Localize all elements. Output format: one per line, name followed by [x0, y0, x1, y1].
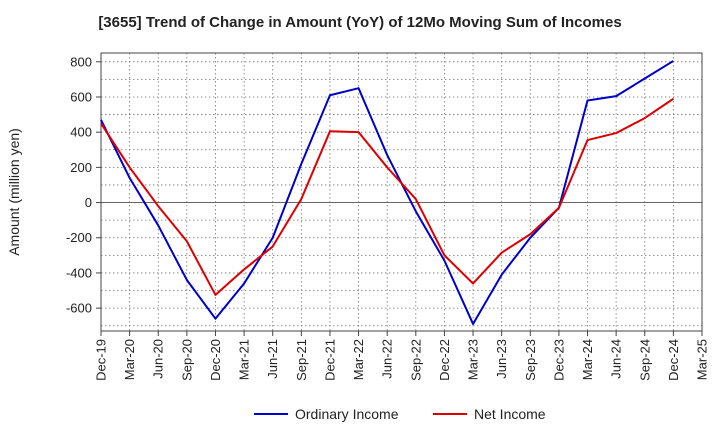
x-tick-label: Sep-21 — [294, 339, 309, 381]
x-tick-label: Jun-21 — [265, 339, 280, 379]
series-line-ordinary-income — [100, 60, 674, 325]
x-tick-label: Mar-23 — [466, 339, 481, 380]
legend-label: Ordinary Income — [295, 406, 399, 422]
x-tick-label: Sep-20 — [179, 339, 194, 381]
y-tick-label: 200 — [70, 160, 92, 175]
x-tick-label: Sep-22 — [408, 339, 423, 381]
x-tick-label: Mar-24 — [580, 339, 595, 380]
x-tick-label: Jun-20 — [151, 339, 166, 379]
x-tick-label: Dec-24 — [666, 339, 681, 381]
x-tick-label: Mar-20 — [122, 339, 137, 380]
legend-label: Net Income — [474, 406, 546, 422]
x-tick-label: Dec-20 — [208, 339, 223, 381]
y-tick-label: 400 — [70, 125, 92, 140]
x-tick-label: Dec-19 — [94, 339, 109, 381]
x-tick-label: Mar-21 — [237, 339, 252, 380]
y-tick-label: -400 — [66, 265, 92, 280]
x-tick-label: Sep-23 — [523, 339, 538, 381]
x-tick-label: Mar-22 — [351, 339, 366, 380]
y-tick-label: 600 — [70, 89, 92, 104]
y-axis-label: Amount (million yen) — [6, 128, 22, 256]
chart-title: [3655] Trend of Change in Amount (YoY) o… — [98, 14, 622, 31]
x-tick-label: Dec-21 — [322, 339, 337, 381]
x-tick-label: Jun-23 — [494, 339, 509, 379]
x-tick-label: Jun-24 — [609, 339, 624, 379]
y-tick-label: 800 — [70, 54, 92, 69]
series-line-net-income — [100, 97, 674, 296]
y-tick-label: 0 — [85, 195, 92, 210]
y-tick-label: -600 — [66, 301, 92, 316]
plot-area — [101, 53, 702, 331]
x-tick-label: Jun-22 — [380, 339, 395, 379]
x-tick-label: Mar-25 — [695, 339, 710, 380]
plot-border — [100, 52, 703, 332]
x-tick-label: Dec-22 — [437, 339, 452, 381]
x-tick-label: Dec-23 — [551, 339, 566, 381]
y-tick-label: -200 — [66, 230, 92, 245]
x-tick-label: Sep-24 — [637, 339, 652, 381]
